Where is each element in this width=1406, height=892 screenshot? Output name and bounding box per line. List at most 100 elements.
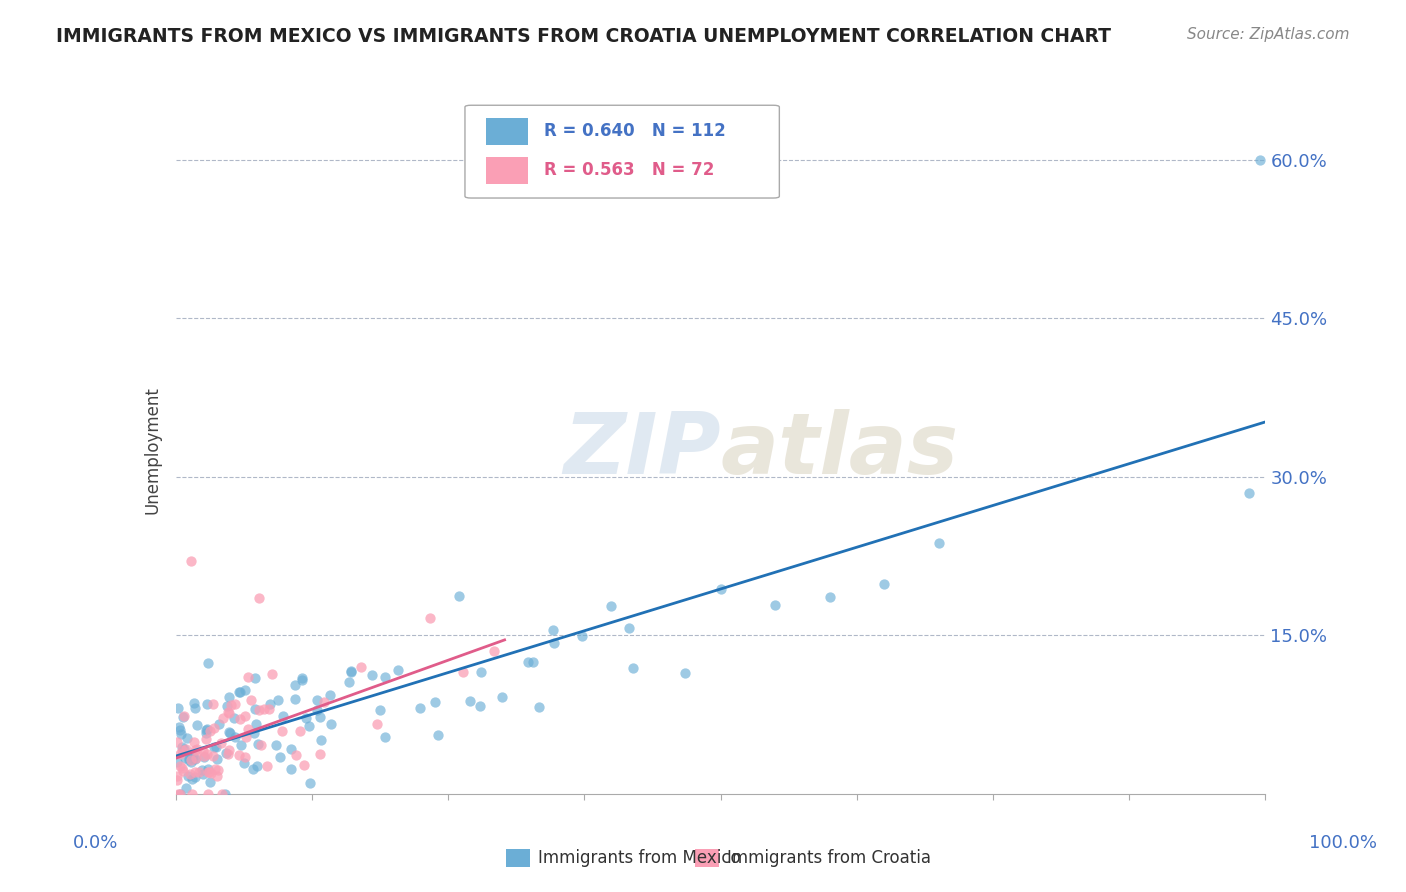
Point <box>191 763 214 777</box>
Point <box>366 716 388 731</box>
Point <box>184 765 207 780</box>
Point <box>177 750 200 764</box>
Point <box>211 787 233 801</box>
Point <box>449 589 471 603</box>
Point <box>173 708 195 723</box>
Point <box>419 611 441 625</box>
Point <box>228 747 250 762</box>
Point <box>197 765 219 780</box>
Text: 0.0%: 0.0% <box>73 834 118 852</box>
Point <box>180 554 202 568</box>
Point <box>166 755 188 769</box>
Point <box>600 599 623 613</box>
Point <box>184 751 207 765</box>
Point <box>183 752 205 766</box>
Point <box>245 717 267 731</box>
Point <box>195 731 218 746</box>
Point <box>482 644 505 658</box>
Point <box>1237 485 1260 500</box>
Point <box>218 726 240 740</box>
Point <box>818 591 841 605</box>
Point <box>173 742 195 756</box>
Point <box>183 735 205 749</box>
Point <box>374 731 396 745</box>
Point <box>305 703 328 717</box>
Text: Immigrants from Croatia: Immigrants from Croatia <box>727 848 931 867</box>
Point <box>516 655 538 669</box>
Point <box>169 787 191 801</box>
Point <box>188 765 211 780</box>
Point <box>193 750 215 764</box>
Point <box>541 624 564 638</box>
Point <box>169 723 191 737</box>
Text: atlas: atlas <box>721 409 959 492</box>
Bar <box>486 157 529 184</box>
Point <box>370 703 392 717</box>
Point <box>201 697 224 711</box>
Text: R = 0.563   N = 72: R = 0.563 N = 72 <box>544 161 714 179</box>
Bar <box>486 118 529 145</box>
Point <box>673 665 696 680</box>
Text: IMMIGRANTS FROM MEXICO VS IMMIGRANTS FROM CROATIA UNEMPLOYMENT CORRELATION CHART: IMMIGRANTS FROM MEXICO VS IMMIGRANTS FRO… <box>56 27 1111 45</box>
Point <box>522 655 544 669</box>
Point <box>298 776 321 790</box>
Point <box>205 751 228 765</box>
Point <box>350 660 373 674</box>
Point <box>318 688 340 702</box>
Point <box>193 767 215 781</box>
Point <box>280 762 302 776</box>
Point <box>321 716 343 731</box>
Point <box>294 757 316 772</box>
Point <box>710 582 733 596</box>
Point <box>218 743 240 757</box>
Point <box>271 708 294 723</box>
Point <box>240 693 263 707</box>
Text: Immigrants from Mexico: Immigrants from Mexico <box>537 848 741 867</box>
Point <box>183 701 205 715</box>
Point <box>180 753 202 767</box>
Point <box>202 721 225 735</box>
Point <box>308 709 330 723</box>
Point <box>236 670 259 684</box>
Point <box>173 750 195 764</box>
Point <box>217 706 239 720</box>
Point <box>619 621 641 635</box>
Point <box>543 636 565 650</box>
Point <box>209 736 232 750</box>
Point <box>172 710 194 724</box>
Point <box>247 703 270 717</box>
Point <box>179 767 201 781</box>
Point <box>259 697 281 711</box>
Point <box>229 685 252 699</box>
Point <box>247 591 270 606</box>
Point <box>181 748 204 763</box>
Point <box>166 769 188 783</box>
Point <box>291 673 314 687</box>
Point <box>873 577 896 591</box>
Point <box>291 671 314 685</box>
Point <box>197 657 219 671</box>
Point <box>284 678 307 692</box>
Point <box>280 741 302 756</box>
Point <box>621 661 644 675</box>
Text: R = 0.640   N = 112: R = 0.640 N = 112 <box>544 122 725 140</box>
Point <box>197 762 219 776</box>
Point <box>491 690 513 704</box>
Point <box>176 731 198 745</box>
Point <box>387 663 409 677</box>
Point <box>453 665 475 679</box>
Point <box>169 759 191 773</box>
FancyBboxPatch shape <box>465 105 779 198</box>
Point <box>233 749 256 764</box>
Point <box>214 787 236 801</box>
Point <box>228 685 250 699</box>
Point <box>243 726 266 740</box>
Point <box>197 722 219 736</box>
Point <box>186 718 208 732</box>
Point <box>166 734 188 748</box>
Point <box>571 629 593 643</box>
Point <box>257 702 280 716</box>
Point <box>170 743 193 757</box>
Point <box>224 697 246 711</box>
Point <box>215 746 238 760</box>
